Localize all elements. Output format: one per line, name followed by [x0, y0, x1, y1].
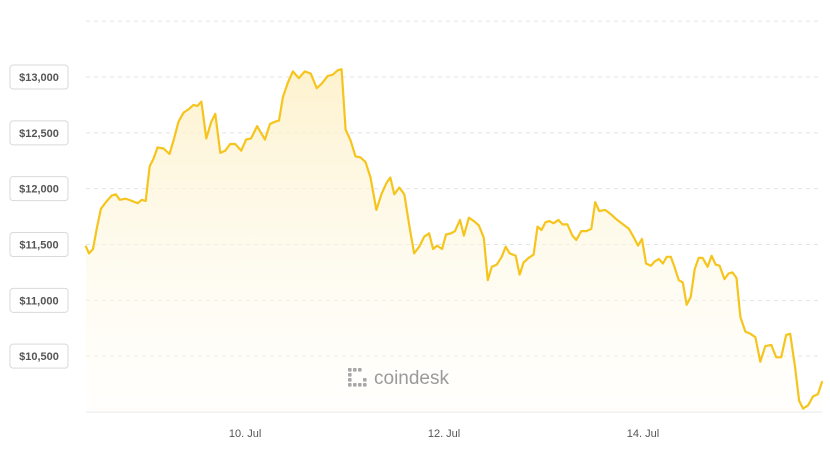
y-tick-text: $13,000 — [19, 72, 59, 84]
x-tick-label: 12. Jul — [428, 428, 460, 440]
price-line — [84, 68, 824, 410]
x-tick-label: 14. Jul — [627, 428, 659, 440]
price-area — [86, 69, 822, 412]
logo-dot — [353, 368, 357, 372]
logo-dot — [348, 373, 352, 377]
coindesk-logo-icon — [348, 368, 367, 387]
logo-dot — [353, 383, 357, 387]
y-tick-label: $11,000 — [9, 287, 69, 313]
y-tick-box — [9, 343, 69, 369]
y-axis-labels: $10,500 $11,000 $11,500 $12,000 $12,500 $13,0… — [9, 64, 69, 369]
y-tick-label: $11,500 — [9, 232, 69, 257]
y-tick-box — [9, 176, 69, 202]
logo-dot — [348, 383, 352, 387]
price-series — [84, 68, 824, 410]
logo-dot — [363, 383, 367, 387]
y-tick-box — [9, 232, 69, 257]
y-tick-text: $12,000 — [19, 184, 59, 196]
y-tick-box — [9, 64, 69, 90]
watermark-text: coindesk — [374, 368, 449, 389]
logo-dot — [358, 368, 362, 372]
y-tick-text: $11,000 — [19, 295, 58, 307]
x-tick-label: 10. Jul — [229, 428, 261, 440]
y-tick-box — [9, 120, 69, 146]
y-tick-text: $12,500 — [19, 128, 59, 140]
logo-dot — [348, 378, 352, 382]
y-tick-label: $13,000 — [9, 64, 69, 90]
x-axis-labels: 10. Jul 12. Jul 14. Jul — [229, 428, 659, 440]
y-tick-label: $12,000 — [9, 176, 69, 202]
y-tick-box — [9, 287, 69, 313]
coindesk-watermark: coindesk — [348, 368, 449, 389]
logo-dot — [363, 378, 367, 382]
y-tick-text: $10,500 — [19, 351, 59, 363]
y-tick-label: $10,500 — [9, 343, 69, 369]
logo-dot — [348, 368, 352, 372]
price-area-fill — [86, 69, 822, 412]
logo-dot — [358, 383, 362, 387]
y-tick-label: $12,500 — [9, 120, 69, 146]
y-tick-text: $11,500 — [19, 240, 58, 252]
